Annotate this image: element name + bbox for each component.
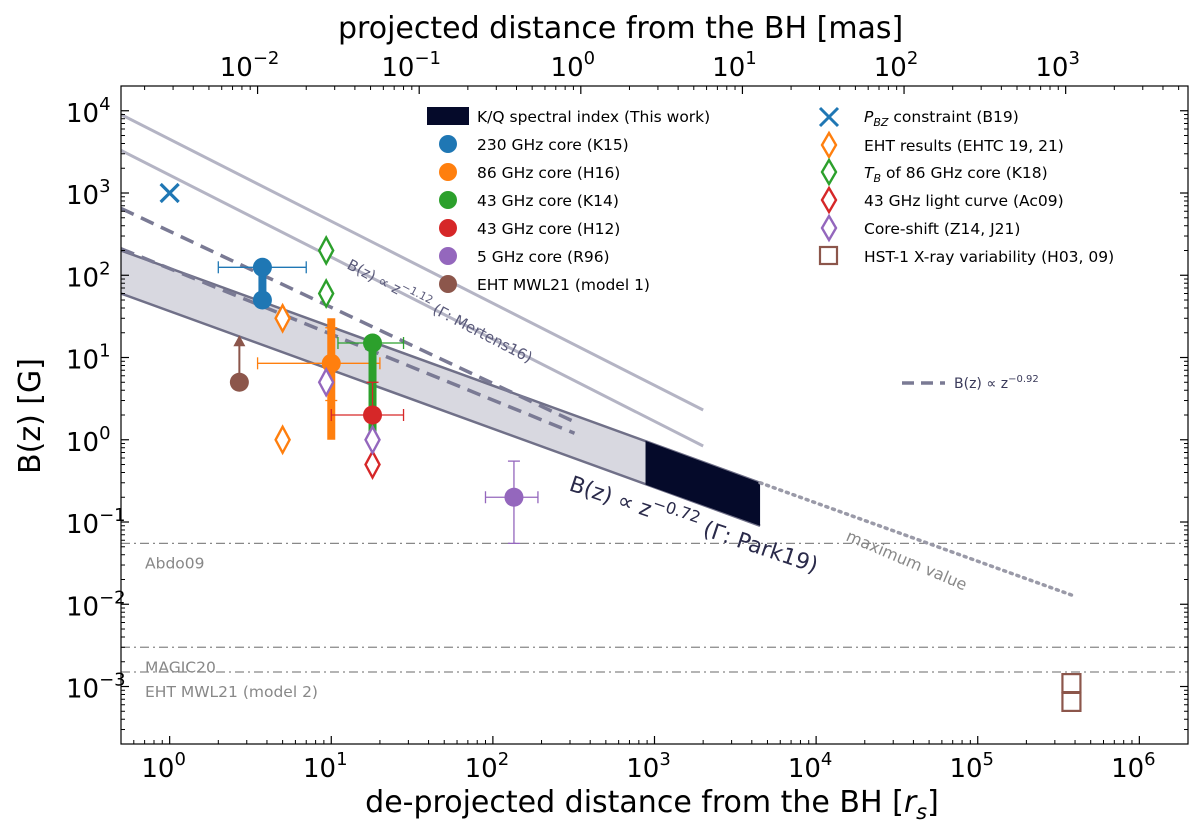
legend-marker-diamond <box>820 213 838 243</box>
y-tick-label: 103 <box>66 176 111 211</box>
legend-label: HST-1 X-ray variability (H03, 09) <box>864 248 1114 266</box>
legend-entry-hst1: HST-1 X-ray variability (H03, 09) <box>818 245 1114 266</box>
y-tick-label: 10−3 <box>66 670 126 705</box>
data-point-230-ghz-core-k15 <box>252 257 272 277</box>
legend-entry-43ghz-light-curve: 43 GHz light curve (Ac09) <box>820 185 1064 215</box>
y-tick-label: 104 <box>66 94 111 129</box>
top-axis-label: projected distance from the BH [mas] <box>338 11 903 46</box>
legend-marker-diamond <box>820 185 838 215</box>
constraint-square-hst-1-x-ray-variability-h03-09 <box>1061 691 1082 712</box>
legend-entry-core-shift: Core-shift (Z14, J21) <box>820 213 1020 243</box>
legend-label: K/Q spectral index (This work) <box>477 108 710 126</box>
legend-entry-43ghz-h12: 43 GHz core (H12) <box>439 219 620 238</box>
legend-marker-square <box>818 245 839 266</box>
legend-entry-eht-results: EHT results (EHTC 19, 21) <box>820 130 1064 160</box>
legend-label: 43 GHz core (H12) <box>477 220 620 238</box>
legend-label: EHT MWL21 (model 1) <box>477 276 650 294</box>
legend-label: 86 GHz core (H16) <box>477 164 620 182</box>
x-tick-label: 100 <box>141 749 186 784</box>
legend-marker-x <box>818 106 840 128</box>
legend-label: EHT results (EHTC 19, 21) <box>864 137 1064 155</box>
reference-line-label: Abdo09 <box>145 554 205 572</box>
legend-label: 5 GHz core (R96) <box>477 248 610 266</box>
constraint-diamond-t-b-of-86-ghz-core-k18 <box>317 277 335 310</box>
data-point-5-ghz-core-r96 <box>504 487 524 507</box>
max-value-line <box>758 481 1077 599</box>
top-tick-label: 10−2 <box>220 48 280 83</box>
data-point-eht-mwl21-model-1 <box>229 372 249 392</box>
x-tick-label: 104 <box>788 749 833 784</box>
mertens-line-1 <box>121 149 704 448</box>
y-tick-label: 101 <box>66 341 111 376</box>
x-tick-label: 105 <box>949 749 994 784</box>
legend-marker-dot <box>439 163 457 181</box>
x-tick-label: 103 <box>626 749 671 784</box>
spectral-index-block <box>645 440 761 526</box>
constraint-diamond-core-shift-z14-j21 <box>364 424 381 456</box>
legend-marker-diamond <box>820 130 838 160</box>
legend-marker-rect <box>427 107 469 125</box>
legend-marker-dot <box>439 191 457 209</box>
legend-marker-diamond <box>820 157 838 187</box>
legend: K/Q spectral index (This work) 230 GHz c… <box>427 106 1114 294</box>
dashed-line-legend-label: B(z) ∝ z−0.92 <box>954 374 1039 392</box>
constraint-diamond-eht-results-ehtc-19-21 <box>274 424 291 456</box>
x-tick-label: 101 <box>303 749 348 784</box>
top-tick-label: 101 <box>712 48 757 83</box>
legend-label: PBZ constraint (B19) <box>864 108 1019 129</box>
y-tick-label: 102 <box>66 258 111 293</box>
legend-entry-5ghz: 5 GHz core (R96) <box>439 247 610 266</box>
x-tick-label: 106 <box>1111 749 1156 784</box>
legend-label: 43 GHz core (K14) <box>477 192 619 210</box>
y-tick-label: 100 <box>66 423 111 458</box>
y-axis-label: B(z) [G] <box>13 358 48 474</box>
top-tick-label: 100 <box>551 48 596 83</box>
legend-marker-dot <box>439 135 457 153</box>
top-tick-label: 10−1 <box>381 48 441 83</box>
x-tick-label: 102 <box>465 749 510 784</box>
legend-marker-dot <box>439 247 457 265</box>
data-point-43-ghz-core-h12 <box>363 405 383 425</box>
reference-line-label: MAGIC20 <box>145 658 216 676</box>
constraint-diamond-eht-results-ehtc-19-21 <box>274 302 291 334</box>
y-tick-label: 10−2 <box>66 587 126 622</box>
legend-marker-dot <box>439 219 457 237</box>
legend-label: Core-shift (Z14, J21) <box>864 220 1020 238</box>
legend-entry-pbz: PBZ constraint (B19) <box>818 106 1019 129</box>
legend-entry-spectral-index: K/Q spectral index (This work) <box>427 107 710 126</box>
dashed-line-1 <box>121 247 576 435</box>
legend-label: TB of 86 GHz core (K18) <box>864 164 1048 185</box>
legend-label: 230 GHz core (K15) <box>477 136 629 154</box>
plot-area: Abdo09 MAGIC20 EHT MWL21 (model 2) <box>121 113 1188 712</box>
constraint-square-hst-1-x-ray-variability-h03-09 <box>1061 673 1082 694</box>
data-point-230-ghz-core-k15 <box>252 290 272 310</box>
top-tick-label: 102 <box>874 48 919 83</box>
top-tick-label: 103 <box>1035 48 1080 83</box>
axis-ticks: 100 101 102 103 104 105 106 10−2 10−1 100 101 102 10… <box>66 48 1189 784</box>
constraint-diamond-t-b-of-86-ghz-core-k18 <box>317 234 335 267</box>
legend-entry-230ghz: 230 GHz core (K15) <box>439 135 629 154</box>
legend-marker-dot <box>439 275 457 293</box>
dashed-line-0 <box>121 206 576 424</box>
constraint-diamond-core-shift-z14-j21 <box>317 366 335 398</box>
lower-limit-arrowhead <box>233 335 246 347</box>
legend-entry-tb-86ghz: TB of 86 GHz core (K18) <box>820 157 1048 187</box>
y-tick-label: 10−1 <box>66 505 126 540</box>
legend-entry-43ghz-k14: 43 GHz core (K14) <box>439 191 619 210</box>
plot-clip-group: Abdo09 MAGIC20 EHT MWL21 (model 2) <box>121 113 1188 712</box>
legend-entry-eht-mwl21-model1: EHT MWL21 (model 1) <box>439 275 650 294</box>
mertens-line-0 <box>121 113 704 412</box>
data-point-43-ghz-core-k14 <box>363 333 383 353</box>
constraint-x-p-bz-constraint-b19 <box>159 182 180 204</box>
constraint-diamond-43-ghz-light-curve-ac09 <box>364 448 381 481</box>
legend-entry-86ghz: 86 GHz core (H16) <box>439 163 620 182</box>
x-axis-label: de-projected distance from the BH [rs] <box>365 785 939 824</box>
legend-label: 43 GHz light curve (Ac09) <box>864 192 1064 210</box>
reference-line-label: EHT MWL21 (model 2) <box>145 683 318 701</box>
